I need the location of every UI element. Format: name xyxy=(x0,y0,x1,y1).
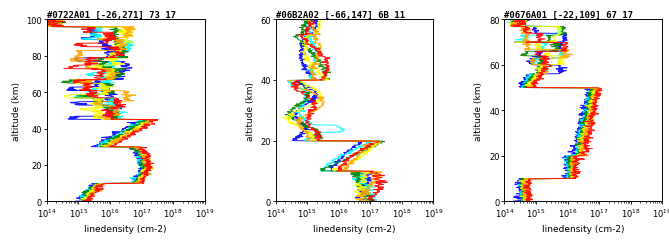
X-axis label: linedensity (cm-2): linedensity (cm-2) xyxy=(542,224,625,233)
Text: #0722A01 [-26,271] 73 17: #0722A01 [-26,271] 73 17 xyxy=(47,11,176,20)
Text: #0676A01 [-22,109] 67 17: #0676A01 [-22,109] 67 17 xyxy=(504,11,634,20)
Text: #06B2A02 [-66,147] 6B 11: #06B2A02 [-66,147] 6B 11 xyxy=(276,11,405,20)
Y-axis label: altitude (km): altitude (km) xyxy=(246,81,255,140)
X-axis label: linedensity (cm-2): linedensity (cm-2) xyxy=(313,224,396,233)
Y-axis label: altitude (km): altitude (km) xyxy=(474,81,484,140)
Y-axis label: altitude (km): altitude (km) xyxy=(11,81,21,140)
X-axis label: linedensity (cm-2): linedensity (cm-2) xyxy=(84,224,167,233)
